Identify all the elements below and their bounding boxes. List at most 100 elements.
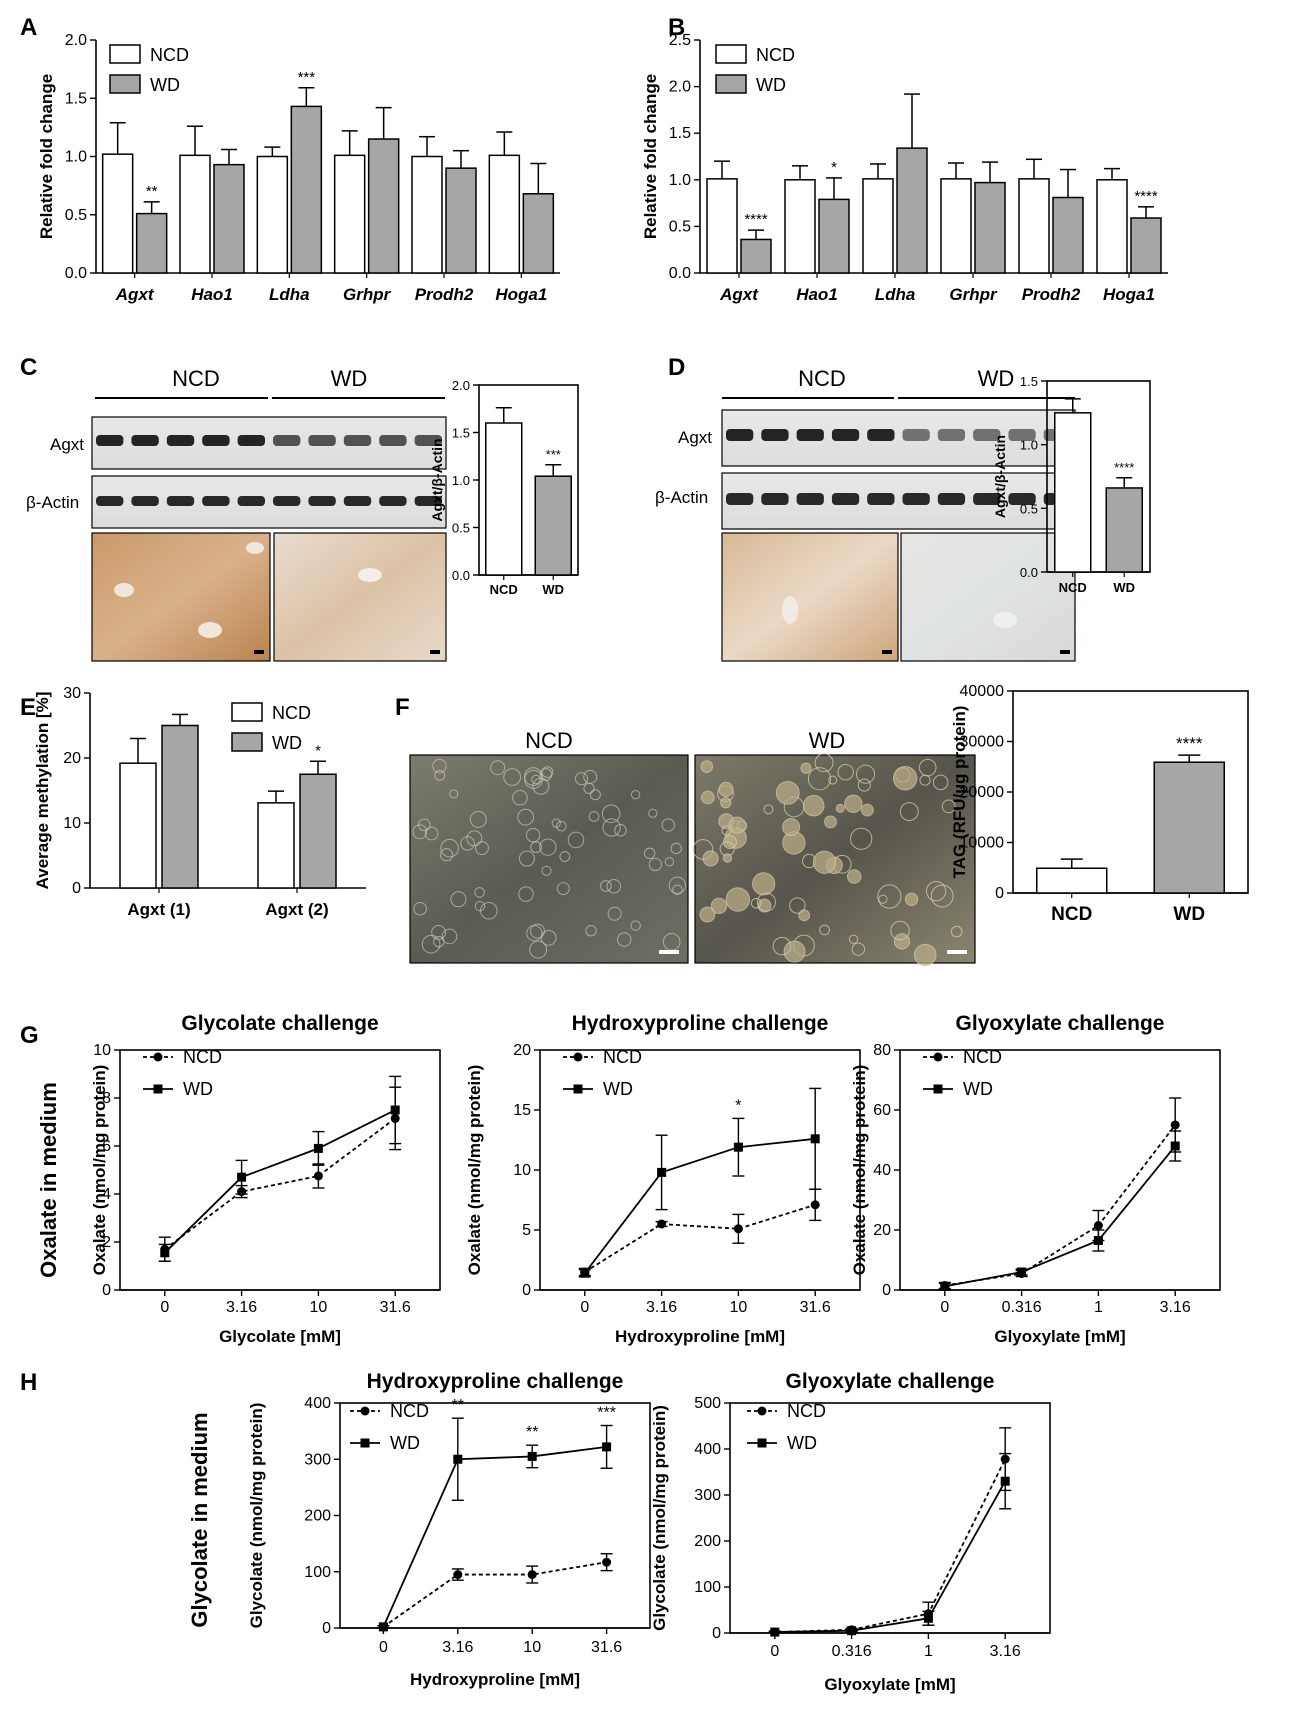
lipid-droplet	[828, 775, 838, 785]
bar-wd	[522, 193, 555, 274]
lipid-droplet	[752, 872, 776, 896]
data-point-wd	[378, 1622, 388, 1632]
bar-wd	[1130, 217, 1162, 274]
blot-band	[796, 493, 824, 505]
data-point-wd	[1017, 1267, 1027, 1277]
x-tick-label: 1	[1094, 1299, 1103, 1316]
data-point-wd	[733, 1142, 743, 1152]
x-tick-label: NCD	[1059, 580, 1087, 595]
bar-wd	[818, 198, 850, 274]
data-point-wd	[237, 1172, 247, 1182]
x-tick-label: 31.6	[800, 1299, 831, 1316]
blot-band	[343, 435, 372, 446]
x-tick-label: Agxt (2)	[265, 900, 328, 919]
cell	[517, 808, 535, 826]
x-tick-label: NCD	[490, 582, 518, 597]
x-tick-label: 0	[580, 1299, 589, 1316]
blot-band	[96, 496, 124, 506]
micrograph-F-label-ncd: NCD	[525, 728, 573, 753]
blot-band	[867, 429, 895, 441]
data-point-wd	[810, 1134, 820, 1144]
y-tick-label: 30	[63, 685, 81, 702]
y-tick-label: 20	[63, 750, 81, 767]
micrograph-D-vessel	[993, 612, 1017, 628]
blot-C-group-wd: WD	[331, 366, 368, 391]
micrograph-F-cells	[412, 753, 963, 967]
plot-frame	[729, 1402, 1051, 1634]
bar-wd	[135, 212, 168, 274]
legend-label-wd: WD	[963, 1079, 993, 1099]
lipid-droplet	[700, 760, 714, 773]
blot-band	[273, 435, 301, 446]
legend-label-ncd: NCD	[787, 1401, 826, 1421]
cell	[466, 830, 483, 847]
data-point-wd	[1000, 1476, 1010, 1486]
legend-label-ncd: NCD	[963, 1047, 1002, 1067]
series-line-wd	[382, 1445, 607, 1628]
y-tick-label: 0.0	[669, 265, 691, 282]
cell	[643, 847, 656, 859]
cell	[421, 934, 441, 954]
blot-band	[937, 493, 966, 505]
panel-label-D: D	[668, 354, 685, 381]
cell	[518, 886, 534, 902]
lipid-droplet	[699, 906, 716, 923]
y-tick-label: 4	[102, 1186, 111, 1203]
legend-label-wd: WD	[756, 75, 786, 95]
y-tick-label: 0	[72, 880, 81, 897]
blot-band	[308, 496, 336, 506]
legend-marker-wd	[933, 1084, 943, 1094]
series-line-wd	[774, 1480, 1006, 1633]
cell	[648, 857, 662, 872]
lipid-droplet	[782, 818, 801, 837]
series-line-ncd	[164, 1117, 396, 1250]
significance-label: ***	[597, 1405, 616, 1422]
data-point-ncd	[733, 1224, 743, 1234]
cell	[607, 906, 622, 921]
blot-C: NCD WD Agxt β-Actin	[26, 366, 447, 662]
y-tick-label: 5	[522, 1222, 531, 1239]
cell	[531, 774, 541, 785]
y-tick-label: 1.5	[65, 90, 87, 107]
legend-marker-ncd	[360, 1406, 370, 1416]
panel-label-H: H	[20, 1369, 37, 1396]
cell	[668, 876, 687, 894]
series-line-ncd	[944, 1124, 1176, 1287]
micrograph-F-label-wd: WD	[809, 728, 846, 753]
x-tick-label: WD	[1113, 580, 1135, 595]
data-point-ncd	[453, 1570, 463, 1580]
y-tick-label: 0.5	[65, 207, 87, 224]
legend-label-ncd: NCD	[390, 1401, 429, 1421]
y-tick-label: 300	[304, 1451, 331, 1468]
y-tick-label: 0.0	[452, 568, 470, 583]
data-point-wd	[453, 1454, 463, 1464]
cell	[469, 810, 487, 828]
cell	[503, 768, 522, 786]
blot-band	[237, 496, 265, 506]
significance-label: **	[526, 1424, 538, 1441]
cell	[670, 842, 682, 855]
lipid-droplet	[772, 936, 792, 956]
bar-ncd	[862, 178, 894, 274]
significance-label: *	[315, 742, 321, 759]
y-axis-label: Oxalate (nmol/mg protein)	[90, 1065, 109, 1276]
y-tick-label: 200	[694, 1533, 721, 1550]
x-tick-label: Agxt	[115, 285, 155, 304]
cell	[439, 848, 454, 862]
cell	[525, 827, 541, 843]
blot-C-row-actin: β-Actin	[26, 493, 79, 512]
cell	[539, 768, 553, 781]
data-point-ncd	[527, 1570, 537, 1580]
micrograph-C-vessel	[114, 583, 134, 597]
lipid-droplet	[728, 816, 746, 834]
plot-frame	[339, 1402, 651, 1629]
data-point-wd	[580, 1268, 590, 1278]
lipid-droplet	[775, 781, 800, 805]
y-tick-label: 15	[513, 1102, 531, 1119]
chart-title: Glyoxylate challenge	[956, 1012, 1165, 1035]
data-point-wd	[313, 1143, 323, 1153]
blot-D-group-wd: WD	[978, 366, 1015, 391]
lipid-droplet	[932, 774, 949, 791]
legend-swatch-wd	[715, 74, 747, 94]
